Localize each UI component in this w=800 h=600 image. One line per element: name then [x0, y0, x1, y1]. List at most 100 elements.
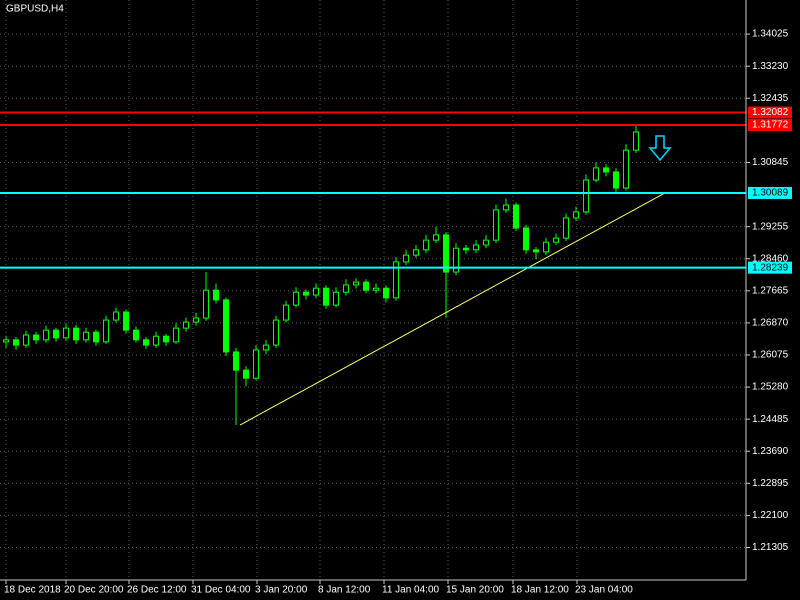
y-tick-label: 1.26075 — [752, 350, 789, 361]
candle-body — [373, 287, 379, 291]
price-level-label: 1.32082 — [752, 107, 789, 118]
candle-body — [363, 281, 369, 291]
candle-body — [283, 304, 289, 321]
candle-body — [183, 321, 189, 329]
x-tick-label: 20 Dec 20:00 — [64, 585, 124, 596]
y-tick-label: 1.23690 — [752, 446, 789, 457]
y-tick-label: 1.22895 — [752, 478, 789, 489]
candle-body — [223, 299, 229, 353]
candle-body — [23, 334, 29, 346]
candle-body — [33, 334, 39, 341]
candle-body — [93, 331, 99, 343]
candle-body — [173, 327, 179, 343]
candle-body — [473, 244, 479, 251]
candle-body — [43, 329, 49, 341]
candle-body — [583, 179, 589, 213]
price-level-label: 1.28239 — [752, 262, 789, 273]
x-tick-label: 11 Jan 04:00 — [382, 585, 440, 596]
candle-body — [573, 211, 579, 219]
chart-title: GBPUSD,H4 — [6, 4, 64, 15]
price-level-label: 1.31772 — [752, 120, 789, 131]
x-tick-label: 18 Dec 2018 — [4, 585, 61, 596]
candle-body — [543, 241, 549, 253]
candle-body — [423, 239, 429, 251]
candle-body — [453, 247, 459, 273]
candle-body — [503, 204, 509, 211]
price-level-label: 1.30089 — [752, 188, 789, 199]
candle-body — [83, 331, 89, 341]
y-tick-label: 1.26870 — [752, 318, 789, 329]
candle-body — [393, 261, 399, 299]
plot — [0, 111, 746, 426]
x-tick-label: 3 Jan 20:00 — [255, 585, 308, 596]
candle-body — [273, 319, 279, 346]
candle-body — [353, 281, 359, 286]
candle-body — [153, 335, 159, 346]
candle-body — [3, 339, 9, 343]
candle-body — [603, 167, 609, 173]
candle-body — [533, 249, 539, 253]
candle-body — [213, 289, 219, 301]
candle-body — [113, 311, 119, 321]
y-tick-label: 1.30845 — [752, 157, 789, 168]
x-tick-label: 31 Dec 04:00 — [191, 585, 251, 596]
y-tick-label: 1.25280 — [752, 382, 789, 393]
candle-body — [53, 329, 59, 339]
trend-line — [239, 192, 666, 426]
candle-body — [63, 327, 69, 339]
candle-body — [443, 234, 449, 273]
candle-body — [243, 369, 249, 379]
candle-body — [633, 131, 639, 151]
candle-body — [293, 291, 299, 306]
candle-body — [553, 237, 559, 243]
candle-body — [133, 329, 139, 341]
candle-body — [253, 349, 259, 379]
y-tick-label: 1.22100 — [752, 510, 789, 521]
y-tick-label: 1.33230 — [752, 61, 789, 72]
candle-body — [483, 239, 489, 246]
candle-body — [623, 149, 629, 189]
x-tick-label: 18 Jan 12:00 — [511, 585, 569, 596]
candle-body — [343, 284, 349, 293]
candle-body — [593, 167, 599, 181]
candle-body — [523, 227, 529, 251]
candle-body — [263, 344, 269, 351]
y-tick-label: 1.32435 — [752, 93, 789, 104]
candle-body — [193, 317, 199, 323]
candle-body — [143, 339, 149, 346]
y-tick-label: 1.28460 — [752, 253, 789, 264]
candle-body — [463, 247, 469, 251]
sell-arrow — [648, 135, 672, 162]
candle-body — [233, 351, 239, 371]
candle-body — [163, 335, 169, 343]
candle-body — [303, 291, 309, 296]
candle-body — [413, 249, 419, 256]
x-tick-label: 23 Jan 04:00 — [575, 585, 633, 596]
candle-body — [323, 287, 329, 306]
price-level-box — [748, 261, 792, 274]
price-level-box — [748, 119, 792, 132]
x-tick-label: 15 Jan 20:00 — [446, 585, 504, 596]
price-level-box — [748, 106, 792, 119]
candle-body — [203, 289, 209, 319]
y-tick-label: 1.34025 — [752, 29, 789, 40]
candle-body — [493, 209, 499, 241]
candle-body — [123, 311, 129, 331]
price-level-box — [748, 186, 792, 199]
y-tick-label: 1.21305 — [752, 542, 789, 553]
candle-body — [563, 217, 569, 239]
x-tick-label: 8 Jan 12:00 — [318, 585, 371, 596]
candle-body — [13, 339, 19, 346]
candle-body — [513, 204, 519, 229]
candle-body — [333, 291, 339, 306]
x-tick-label: 26 Dec 12:00 — [127, 585, 187, 596]
candle-body — [313, 287, 319, 296]
y-tick-label: 1.24485 — [752, 414, 789, 425]
candle-body — [433, 234, 439, 241]
grid — [0, 0, 746, 580]
candle-body — [613, 171, 619, 189]
y-tick-label: 1.27665 — [752, 285, 789, 296]
candle-body — [383, 287, 389, 299]
